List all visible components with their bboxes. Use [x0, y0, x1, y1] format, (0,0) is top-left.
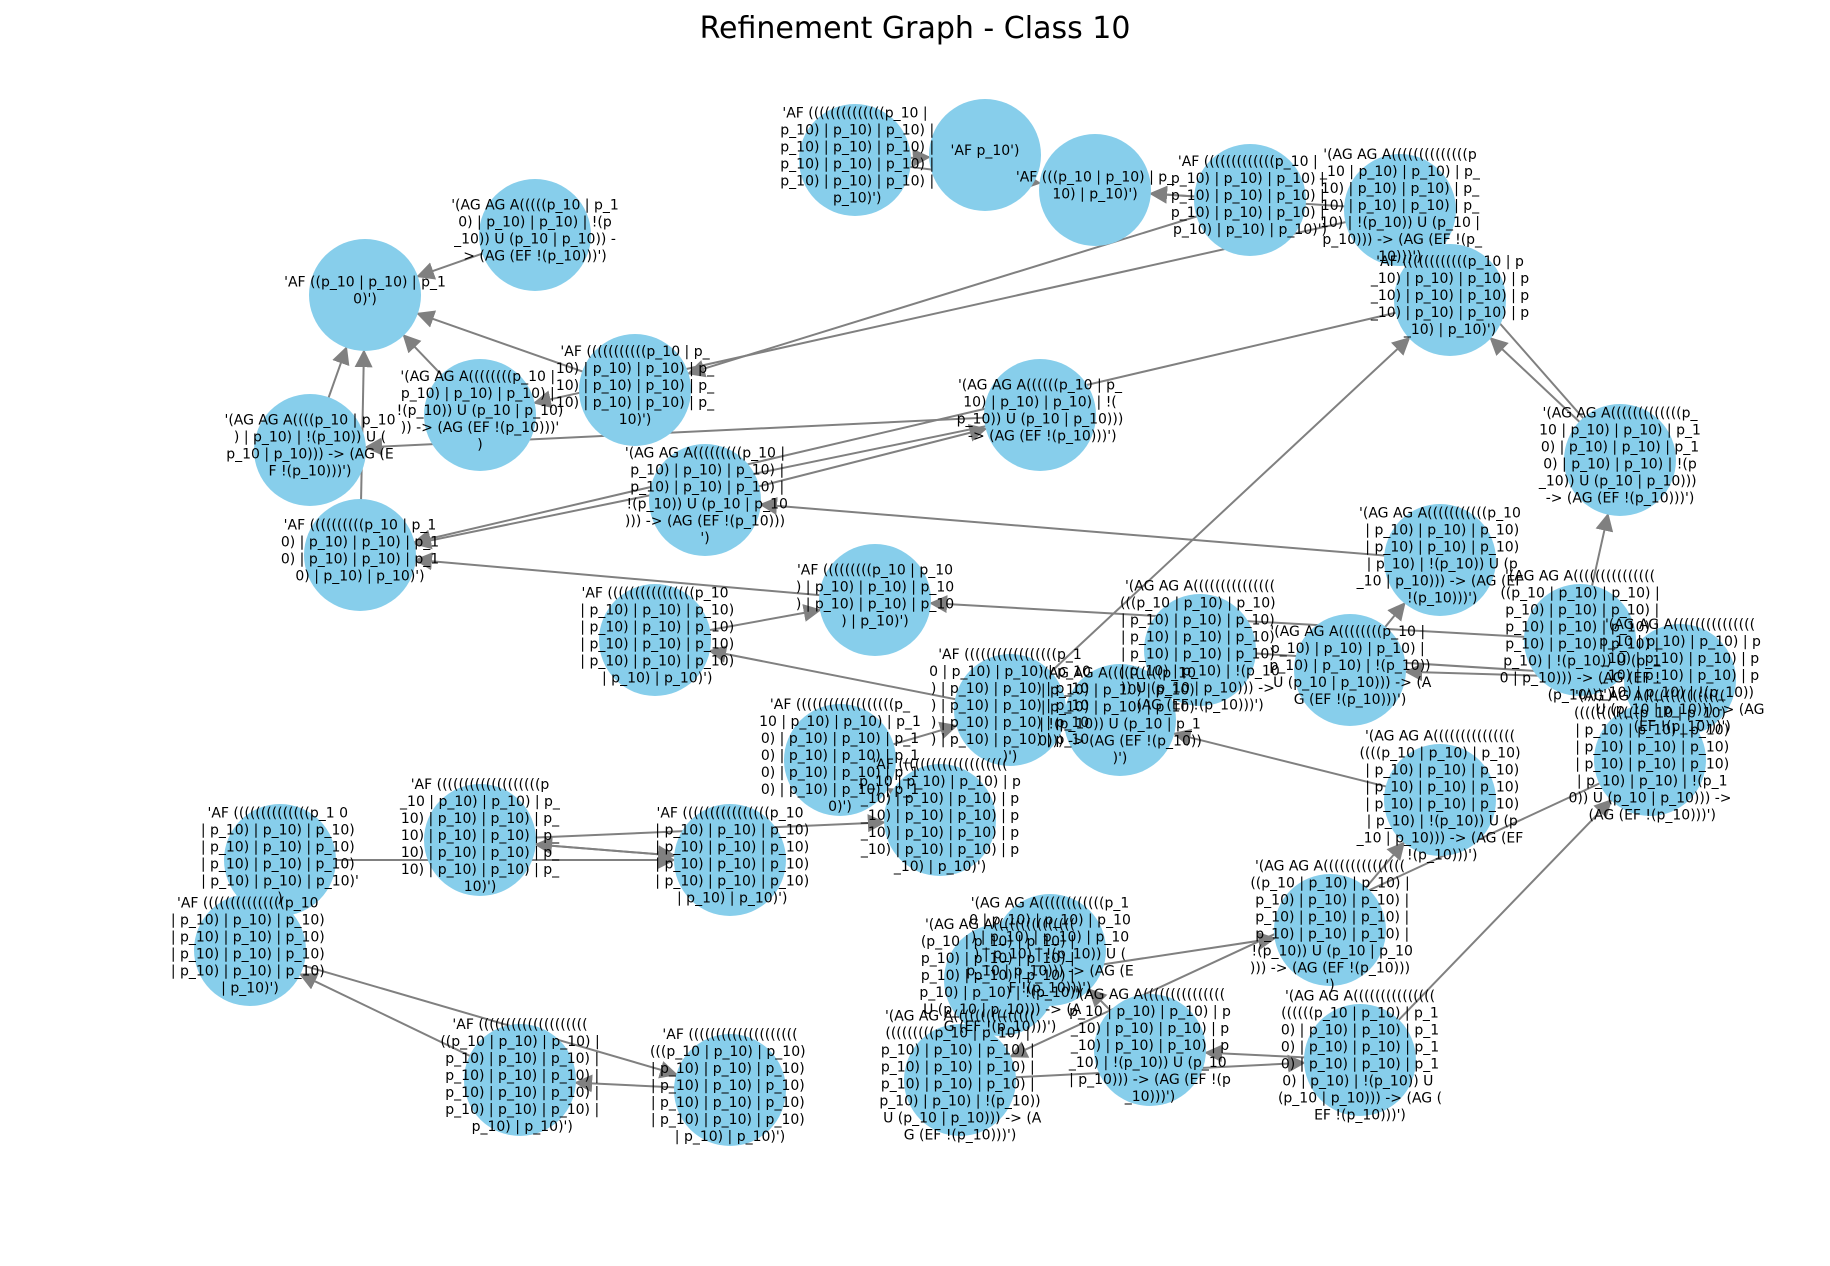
- label-layer: 'AF p_10')'AF (((p_10 | p_10) | p_ 10) | …: [171, 106, 1765, 1146]
- node-label: 'AF ((((((((((((((((p_10 | p_10) | p_10)…: [576, 586, 734, 687]
- node-label: '(AG AG A(((((((((((((((p_10 | p_10) | p…: [1068, 987, 1231, 1105]
- node-label: '(AG AG A(((((((((((((p_ 10 | p_10) | p_1…: [1538, 406, 1701, 507]
- node-label: 'AF ((((((((((((((((((((((p_10 | p_10) |…: [440, 1017, 599, 1135]
- graph-title: Refinement Graph - Class 10: [700, 11, 1131, 46]
- node-label: '(AG AG A((((((((((((((((((((((((p_10 | …: [879, 1009, 1042, 1144]
- node-label: 'AF (((((((((p_10 | p_10) | p_10) | p_10…: [796, 563, 954, 630]
- node-label: 'AF ((p_10 | p_10) | p_1 0)'): [284, 275, 446, 308]
- node-label: 'AF ((((((((((p_10 | p_1 0) | p_10) | p_1…: [281, 518, 439, 585]
- node-label: '(AG AG A(((((((((((((((((((((((((((p_10…: [1568, 689, 1731, 824]
- node-label: '(AG AG A(((((((((((((((((p_10 | p_10) |…: [1247, 859, 1413, 994]
- node-label: '(AG AG A((((((((p_10 | p_10) | p_10) | …: [1269, 624, 1432, 708]
- node-label: 'AF (((((((((((((p_10 | p_10) | p_10) | …: [1171, 154, 1329, 238]
- node-label: 'AF ((((((((((((((((((((p_10 | p_10) | p…: [859, 757, 1021, 875]
- node-label: 'AF (((((((((((((((((((((((p_10 | p_10) …: [650, 1027, 810, 1145]
- node-label: 'AF (((((((((((((((((((p _10 | p_10) | p_…: [399, 777, 561, 895]
- node-label: '(AG AG A(((((p_10 | p_1 0) | p_10) | p_1…: [451, 198, 619, 265]
- node-label: 'AF ((((((((((((p_10 | p _10) | p_10) | p…: [1370, 254, 1529, 338]
- node-label: '(AG AG A((((((((((p_10 | p_10) | p_10) …: [1038, 666, 1202, 767]
- node-label: 'AF ((((((((((((((p_1 0 | p_10) | p_10) …: [201, 806, 359, 907]
- node-label: 'AF (((((((((((p_10 | p_ 10) | p_10) | p_…: [556, 344, 715, 428]
- node-label: '(AG AG A(((((((((((p_10 | p_10) | p_10)…: [1356, 506, 1524, 607]
- node-label: '(AG AG A((((((((p_10 | p_10) | p_10) | …: [397, 369, 564, 453]
- node-label: 'AF ((((((((((((((p_10 | p_10) | p_10) |…: [776, 106, 934, 207]
- node-label: '(AG AG A(((((((((((((((((((((p_10 | p_1…: [1278, 989, 1442, 1124]
- node-label: '(AG AG A(((((((((((((((((((p_10 | p_10)…: [1356, 729, 1524, 864]
- node-label: 'AF p_10'): [951, 143, 1020, 159]
- node-label: '(AG AG A((((p_10 | p_10) | p_10) | !(p_…: [224, 413, 395, 480]
- graph-edge: [689, 200, 1250, 373]
- node-label: 'AF ((((((((((((((((p_10 | p_10) | p_10)…: [651, 806, 809, 907]
- node-label: '(AG AG A((((((((((((((p _10 | p_10) | p_…: [1318, 147, 1483, 265]
- node-label: 'AF (((((((((((((((p_10 | p_10) | p_10) …: [171, 896, 329, 997]
- node-label: '(AG AG A(((((((((p_10 | p_10) | p_10) |…: [622, 446, 788, 547]
- node-label: '(AG AG A((((((p_10 | p_ 10) | p_10) | p_…: [957, 378, 1124, 445]
